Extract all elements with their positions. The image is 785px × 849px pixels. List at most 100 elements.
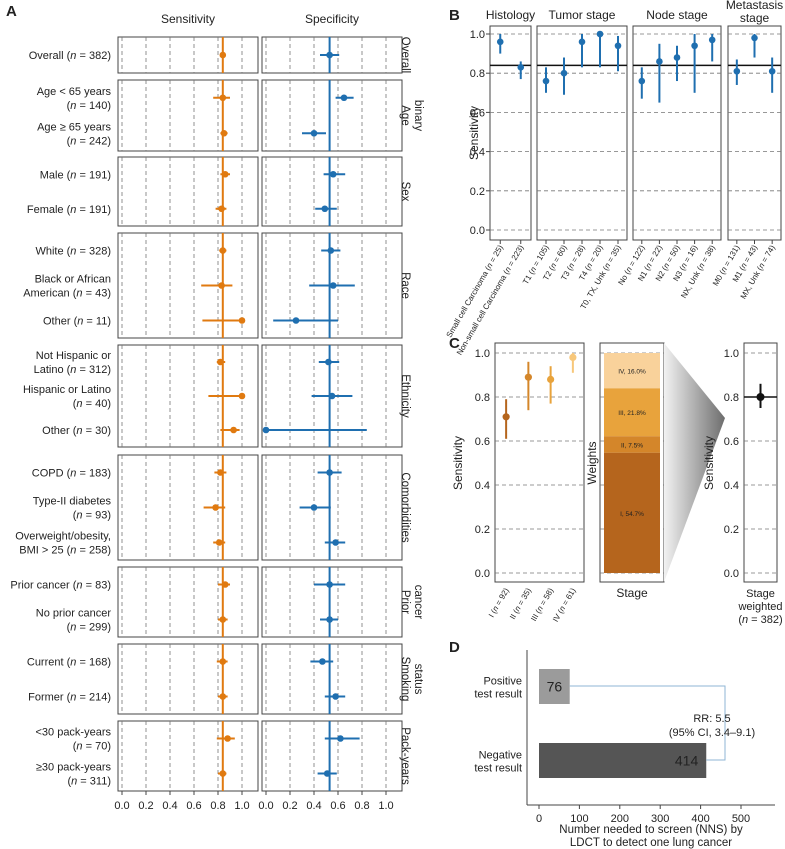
- sensitivity-point: [219, 616, 227, 623]
- row-label: Overweight/obesity,: [15, 531, 111, 543]
- row-label: (n = 299): [67, 622, 111, 634]
- sensitivity-frame: [117, 720, 259, 792]
- stage-point: [524, 373, 532, 381]
- panel-c: C Sensitivity 0.0 0.2 0.4 0.6 0.8 1.0 I (n = 92)…: [449, 335, 783, 626]
- row-label: Current (n = 168): [27, 657, 111, 669]
- row-label: Age ≥ 65 years: [37, 121, 111, 133]
- sensitivity-point: [215, 539, 223, 546]
- data-point: [638, 77, 646, 85]
- stage-point: [569, 353, 577, 361]
- sensitivity-frame: [117, 454, 259, 561]
- data-point: [673, 54, 681, 61]
- sensitivity-point: [219, 94, 227, 102]
- facet-label: Comorbidities: [399, 472, 411, 543]
- data-point: [517, 64, 525, 71]
- facet-label: Race: [399, 272, 411, 299]
- sensitivity-point: [219, 658, 227, 665]
- specificity-point: [329, 282, 337, 289]
- specificity-point: [325, 358, 332, 366]
- x-tick-label: 300: [651, 813, 669, 825]
- x-tick-label: 0.2: [138, 800, 153, 812]
- specificity-frame: [261, 643, 403, 715]
- y-tick-label: 0.4: [724, 480, 739, 492]
- specificity-point: [327, 247, 335, 254]
- specificity-point: [310, 129, 318, 137]
- row-label: (n = 70): [73, 741, 111, 753]
- specificity-point: [262, 426, 270, 434]
- x-tick-label: 0: [536, 813, 542, 825]
- specificity-point: [323, 770, 331, 777]
- x-tick-label: 100: [570, 813, 588, 825]
- weighted-label: Stage: [746, 588, 775, 600]
- specificity-point: [328, 392, 336, 400]
- specificity-frame: [261, 720, 403, 792]
- group-2: Sex Male (n = 191) Female (n = 191): [27, 156, 411, 227]
- x-tick-label: 200: [611, 813, 629, 825]
- specificity-point: [326, 51, 333, 59]
- x-tick-label: T4 (n = 20): [577, 243, 605, 282]
- sensitivity-point: [218, 205, 225, 213]
- category-label: test result: [474, 763, 522, 775]
- sensitivity-point: [219, 51, 227, 59]
- data-point: [614, 42, 622, 50]
- x-tick-label: II (n = 35): [508, 586, 533, 621]
- rr-annotation: RR: 5.5: [693, 713, 730, 725]
- facet-title: Tumor stage: [549, 8, 616, 22]
- bar-value-label: 76: [547, 679, 563, 695]
- row-label: (n = 40): [73, 398, 111, 410]
- y-tick-label: 0.0: [724, 568, 739, 580]
- x-tick-label: III (n = 58): [529, 586, 555, 623]
- x-tick-label: I (n = 92): [487, 586, 511, 619]
- rr-annotation: (95% CI, 3.4–9.1): [669, 727, 755, 739]
- y-tick-label: 1.0: [724, 348, 739, 360]
- specificity-point: [340, 94, 348, 102]
- sensitivity-point: [238, 392, 246, 400]
- row-label: BMI > 25 (n = 258): [19, 545, 111, 557]
- plot-frame: [743, 342, 778, 583]
- x-tick-label: 0.4: [162, 800, 177, 812]
- y-axis-label: Sensitivity: [467, 106, 481, 160]
- weighting-funnel: [664, 343, 725, 582]
- facet-label: Age: [399, 105, 411, 125]
- panel-label-c: C: [449, 335, 460, 352]
- data-point: [656, 58, 663, 65]
- row-label: Other (n = 11): [43, 316, 111, 328]
- row-label: American (n = 43): [23, 288, 111, 300]
- stage-point: [502, 413, 510, 421]
- rr-bracket: [569, 685, 726, 761]
- row-label: Prior cancer (n = 83): [10, 580, 111, 592]
- weight-label: III, 21.8%: [618, 410, 646, 417]
- specificity-point: [326, 581, 333, 588]
- x-tick-label: 0.6: [186, 800, 201, 812]
- specificity-frame: [261, 232, 403, 339]
- row-label: (n = 140): [67, 100, 111, 112]
- specificity-frame: [261, 79, 403, 152]
- y-tick-label: 0.0: [475, 568, 490, 580]
- sensitivity-point: [221, 581, 229, 588]
- facet-label: Overall: [399, 37, 411, 73]
- facet-label: status: [412, 664, 424, 695]
- group-5: Comorbidities COPD (n = 183) Type-II diabe…: [15, 454, 411, 561]
- y-tick-label: 0.8: [475, 392, 490, 404]
- x-tick-label: 0.8: [210, 800, 225, 812]
- specificity-point: [292, 317, 300, 324]
- sensitivity-point: [230, 426, 237, 434]
- y-tick-label: 0.4: [475, 480, 490, 492]
- group-0: Overall Overall (n = 382): [29, 36, 411, 74]
- x-axis-label: Number needed to screen (NNS) by: [559, 824, 743, 836]
- specificity-point: [332, 693, 339, 700]
- y-tick-label: 0.6: [475, 436, 490, 448]
- data-point: [768, 67, 776, 75]
- x-tick-label: 0.8: [354, 800, 369, 812]
- group-4: Ethnicity Not Hispanic or Latino (n = 312)…: [23, 344, 411, 448]
- specificity-column-title: Specificity: [305, 12, 359, 26]
- sensitivity-frame: [117, 79, 259, 152]
- facet-label: Sex: [399, 182, 411, 202]
- row-label: Not Hispanic or: [36, 350, 112, 362]
- stage-point: [547, 375, 555, 383]
- group-1: Age binary Age < 65 years (n = 140) Age ≥ 65…: [37, 79, 424, 152]
- x-tick-label: 0.2: [282, 800, 297, 812]
- specificity-frame: [261, 36, 403, 74]
